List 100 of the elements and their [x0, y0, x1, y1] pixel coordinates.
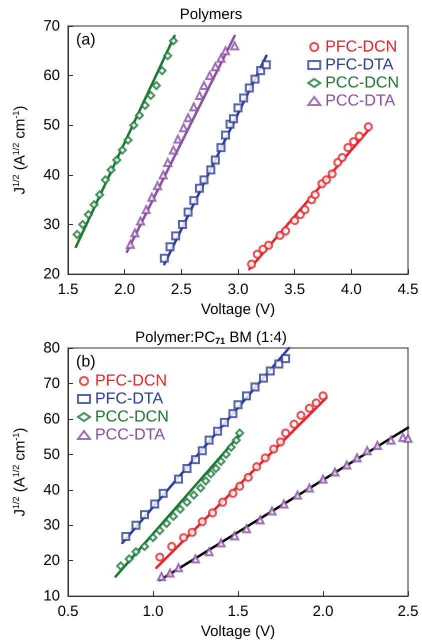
point: [167, 542, 176, 551]
point: [352, 453, 362, 462]
point: [235, 482, 244, 491]
point: [179, 123, 188, 132]
point: [174, 563, 183, 572]
point: [228, 488, 238, 498]
x-tick-label: 0.5: [58, 603, 78, 620]
point: [211, 464, 220, 474]
point: [216, 54, 226, 63]
point: [208, 508, 217, 518]
point: [112, 155, 122, 164]
y-tick-label: 20: [43, 266, 60, 283]
point: [121, 532, 130, 542]
point: [330, 468, 340, 477]
point: [134, 110, 144, 120]
point: [256, 66, 266, 76]
point: [349, 137, 358, 146]
point: [173, 134, 182, 144]
point: [364, 122, 373, 132]
point: [163, 158, 172, 167]
point: [153, 181, 162, 190]
point: [184, 208, 193, 217]
y-tick-label: 40: [43, 481, 60, 498]
point: [189, 102, 198, 112]
x-tick-label: 1.5: [228, 603, 248, 620]
point: [174, 474, 183, 484]
point: [158, 488, 168, 498]
point: [259, 374, 268, 383]
point: [168, 512, 178, 521]
point: [310, 190, 320, 200]
point: [242, 524, 251, 534]
point: [146, 90, 156, 100]
point: [210, 155, 220, 164]
point: [242, 391, 251, 400]
point: [198, 446, 207, 456]
point: [244, 472, 253, 482]
point: [126, 240, 135, 249]
point: [274, 359, 284, 368]
point: [157, 572, 166, 582]
point: [228, 114, 238, 124]
y-tick-label: 70: [43, 18, 60, 34]
point: [252, 462, 262, 472]
point: [218, 498, 228, 507]
point: [269, 444, 278, 454]
point: [222, 450, 231, 459]
point: [147, 192, 156, 202]
y-tick-label: 10: [43, 588, 60, 605]
y-tick-label: 70: [43, 374, 60, 392]
point: [258, 244, 268, 254]
point: [281, 226, 290, 236]
x-tick-label: 2.5: [398, 603, 418, 620]
point: [129, 120, 138, 130]
legend-label: PFC-DTA: [325, 56, 394, 74]
x-tick-label: 2.5: [170, 281, 192, 298]
point: [328, 169, 337, 178]
y-tick-label: 50: [43, 116, 60, 134]
point: [142, 205, 151, 214]
point: [260, 453, 270, 462]
x-tick-label: 3.5: [284, 281, 306, 298]
point: [140, 100, 150, 110]
point: [155, 526, 164, 536]
point: [300, 205, 310, 214]
point: [206, 165, 216, 174]
point: [84, 210, 93, 220]
point: [132, 547, 140, 556]
point: [262, 60, 271, 70]
point: [386, 436, 396, 445]
point: [230, 531, 240, 540]
point: [116, 561, 126, 570]
point: [205, 71, 214, 80]
legend-label: PFC-DTA: [95, 390, 164, 408]
point: [191, 455, 200, 464]
point: [158, 66, 167, 76]
point: [333, 158, 342, 167]
point: [194, 184, 204, 193]
point: [200, 175, 208, 184]
point: [318, 391, 328, 400]
point: [228, 409, 238, 418]
point: [338, 152, 347, 162]
point: [226, 442, 236, 452]
point: [362, 446, 372, 456]
point: [179, 533, 188, 542]
point: [100, 175, 110, 184]
point: [160, 254, 169, 263]
point: [256, 515, 265, 524]
point: [281, 354, 290, 364]
point: [166, 242, 174, 252]
point: [342, 460, 352, 470]
y-tick-label: 20: [43, 552, 60, 570]
point: [182, 464, 192, 474]
point: [194, 90, 204, 100]
point: [72, 230, 82, 239]
point: [343, 143, 352, 152]
point: [250, 74, 260, 84]
y-tick-label: 30: [43, 516, 60, 534]
point: [312, 398, 321, 408]
point: [404, 434, 412, 443]
point: [206, 469, 216, 478]
y-tick-label: 60: [43, 410, 60, 428]
point: [230, 41, 240, 50]
